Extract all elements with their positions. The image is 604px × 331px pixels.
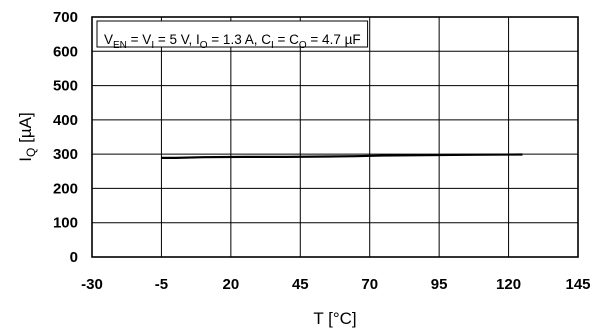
- x-tick-label: 95: [431, 276, 448, 293]
- y-tick-label: 500: [53, 78, 78, 95]
- annotation-text: = 4.7 µF: [307, 32, 361, 47]
- y-axis-label-main: I: [16, 157, 35, 162]
- annotation-subscript: EN: [113, 40, 127, 51]
- x-tick-label: 145: [565, 276, 590, 293]
- series-line: [161, 153, 523, 159]
- annotation-subscript: I: [151, 40, 154, 51]
- y-axis-label-unit: [µA]: [16, 112, 35, 147]
- conditions-annotation-box: [96, 20, 369, 48]
- x-axis-label: T [°C]: [313, 309, 356, 328]
- x-tick-label: 20: [223, 276, 240, 293]
- y-tick-label: 200: [53, 180, 78, 197]
- x-tick-label: 45: [292, 276, 309, 293]
- annotation-text: = 1.3 A, C: [208, 32, 272, 47]
- conditions-annotation: VEN = VI = 5 V, IO = 1.3 A, CI = CO = 4.…: [104, 32, 361, 51]
- annotation-text: = 5 V, I: [154, 32, 200, 47]
- annotation-text: V: [104, 32, 113, 47]
- x-tick-labels: -30 -5 20 45 70 95 120 145: [81, 276, 590, 293]
- annotation-subscript: O: [200, 40, 208, 51]
- annotation-subscript: I: [271, 40, 274, 51]
- y-axis-label-subscript: Q: [24, 148, 38, 157]
- y-tick-labels: 0 100 200 300 400 500 600 700: [53, 9, 78, 266]
- y-tick-label: 700: [53, 9, 78, 26]
- annotation-text: = C: [274, 32, 299, 47]
- y-axis-label: IQ [µA]: [16, 112, 38, 161]
- annotation-subscript: O: [299, 40, 307, 51]
- series-layer: [161, 153, 523, 159]
- y-tick-label: 100: [53, 215, 78, 232]
- y-tick-label: 300: [53, 146, 78, 163]
- x-tick-label: 120: [496, 276, 521, 293]
- x-tick-label: -30: [81, 276, 103, 293]
- y-tick-label: 400: [53, 112, 78, 129]
- plot-area-frame: [91, 16, 579, 258]
- y-tick-label: 600: [53, 43, 78, 60]
- x-tick-label: -5: [155, 276, 168, 293]
- x-tick-label: 70: [361, 276, 378, 293]
- annotation-text: = V: [127, 32, 151, 47]
- y-tick-label: 0: [70, 249, 78, 266]
